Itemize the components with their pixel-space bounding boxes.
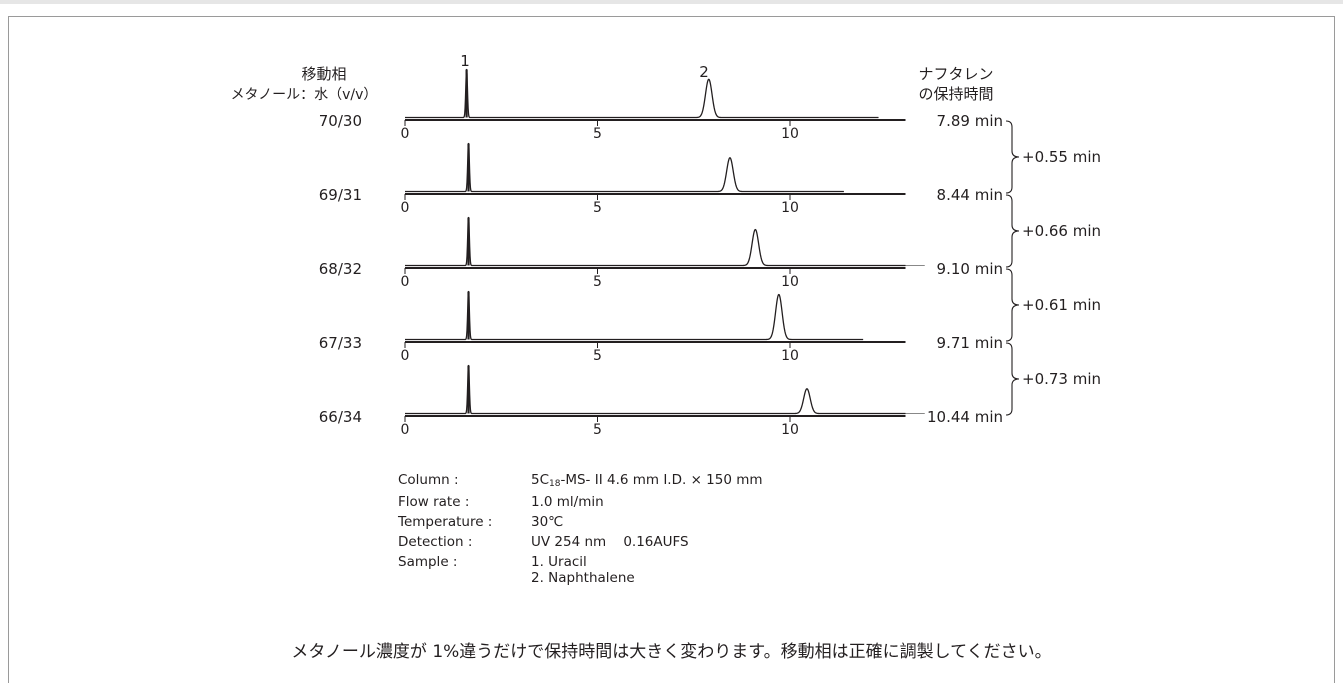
column-value: 5C18-MS- II 4.6 mm I.D. × 150 mm	[531, 470, 763, 492]
condition-sample-row: Sample : 1. Uracil 2. Naphthalene	[398, 552, 763, 586]
x-tick-label: 5	[593, 126, 602, 142]
condition-detect-row: Detection : UV 254 nm 0.16AUFS	[398, 532, 763, 552]
x-tick-label: 5	[593, 422, 602, 438]
top-strip	[0, 0, 1343, 4]
sample-2: 2. Naphthalene	[531, 570, 635, 586]
retention-time-label: 9.10 min	[937, 260, 1003, 278]
column-value-pre: 5C	[531, 472, 550, 488]
peak-2-label: 2	[699, 63, 709, 81]
chromatogram-trace	[404, 68, 879, 119]
difference-label: +0.73 min	[1022, 370, 1101, 388]
x-tick-label: 0	[401, 348, 410, 364]
detect-value: UV 254 nm 0.16AUFS	[531, 534, 689, 550]
chromatogram-trace	[404, 290, 864, 341]
x-tick-label: 0	[401, 422, 410, 438]
retention-time-label: 8.44 min	[937, 186, 1003, 204]
x-tick-label: 5	[593, 200, 602, 216]
sample-1: 1. Uracil	[531, 554, 587, 570]
footer-caption: メタノール濃度が 1%違うだけで保持時間は大きく変わります。移動相は正確に調製し…	[291, 642, 1052, 662]
column-value-post: -MS- II 4.6 mm I.D. × 150 mm	[560, 472, 763, 488]
x-tick-label: 10	[781, 422, 799, 438]
mobile-phase-label: 67/33	[319, 334, 362, 352]
column-value-sub: 18	[549, 479, 561, 489]
peak-1-label: 1	[460, 52, 470, 70]
x-tick-label: 10	[781, 348, 799, 364]
mobile-phase-label: 70/30	[319, 112, 362, 130]
condition-column-row: Column : 5C18-MS- II 4.6 mm I.D. × 150 m…	[398, 470, 763, 492]
x-tick-label: 0	[401, 274, 410, 290]
flow-value: 1.0 ml/min	[531, 494, 604, 510]
difference-label: +0.55 min	[1022, 148, 1101, 166]
x-tick-label: 5	[593, 274, 602, 290]
sample-value: 1. Uracil 2. Naphthalene	[531, 552, 763, 586]
x-tick-label: 10	[781, 200, 799, 216]
conditions-table: Column : 5C18-MS- II 4.6 mm I.D. × 150 m…	[398, 470, 763, 586]
difference-brace	[1005, 268, 1020, 342]
temp-label: Temperature :	[398, 514, 493, 530]
difference-label: +0.66 min	[1022, 222, 1101, 240]
difference-brace	[1005, 194, 1020, 268]
retention-title-line2: の保持時間	[918, 85, 993, 103]
x-tick-label: 5	[593, 348, 602, 364]
difference-brace	[1005, 342, 1020, 416]
x-tick-label: 10	[781, 126, 799, 142]
mobile-phase-label: 68/32	[319, 260, 362, 278]
difference-label: +0.61 min	[1022, 296, 1101, 314]
mobile-phase-title: 移動相	[301, 65, 346, 83]
flow-label: Flow rate :	[398, 494, 470, 510]
sample-label: Sample :	[398, 554, 458, 570]
chromatogram-trace	[404, 216, 906, 267]
temp-value: 30℃	[531, 514, 564, 530]
condition-temp-row: Temperature : 30℃	[398, 512, 763, 532]
x-tick-label: 0	[401, 126, 410, 142]
condition-flow-row: Flow rate : 1.0 ml/min	[398, 492, 763, 512]
mobile-phase-label: 66/34	[319, 408, 362, 426]
x-tick-label: 0	[401, 200, 410, 216]
detect-label: Detection :	[398, 534, 473, 550]
retention-time-label: 7.89 min	[937, 112, 1003, 130]
retention-title-line1: ナフタレン	[918, 65, 993, 83]
mobile-phase-label: 69/31	[319, 186, 362, 204]
mobile-phase-subtitle: メタノール：水（v/v）	[231, 87, 378, 103]
difference-brace	[1005, 120, 1020, 194]
x-tick-label: 10	[781, 274, 799, 290]
chromatogram-trace	[404, 364, 906, 415]
column-label: Column :	[398, 472, 459, 488]
chromatogram-trace	[404, 142, 845, 193]
figure-frame	[8, 16, 1335, 683]
retention-time-label: 9.71 min	[937, 334, 1003, 352]
retention-time-label: 10.44 min	[927, 408, 1003, 426]
